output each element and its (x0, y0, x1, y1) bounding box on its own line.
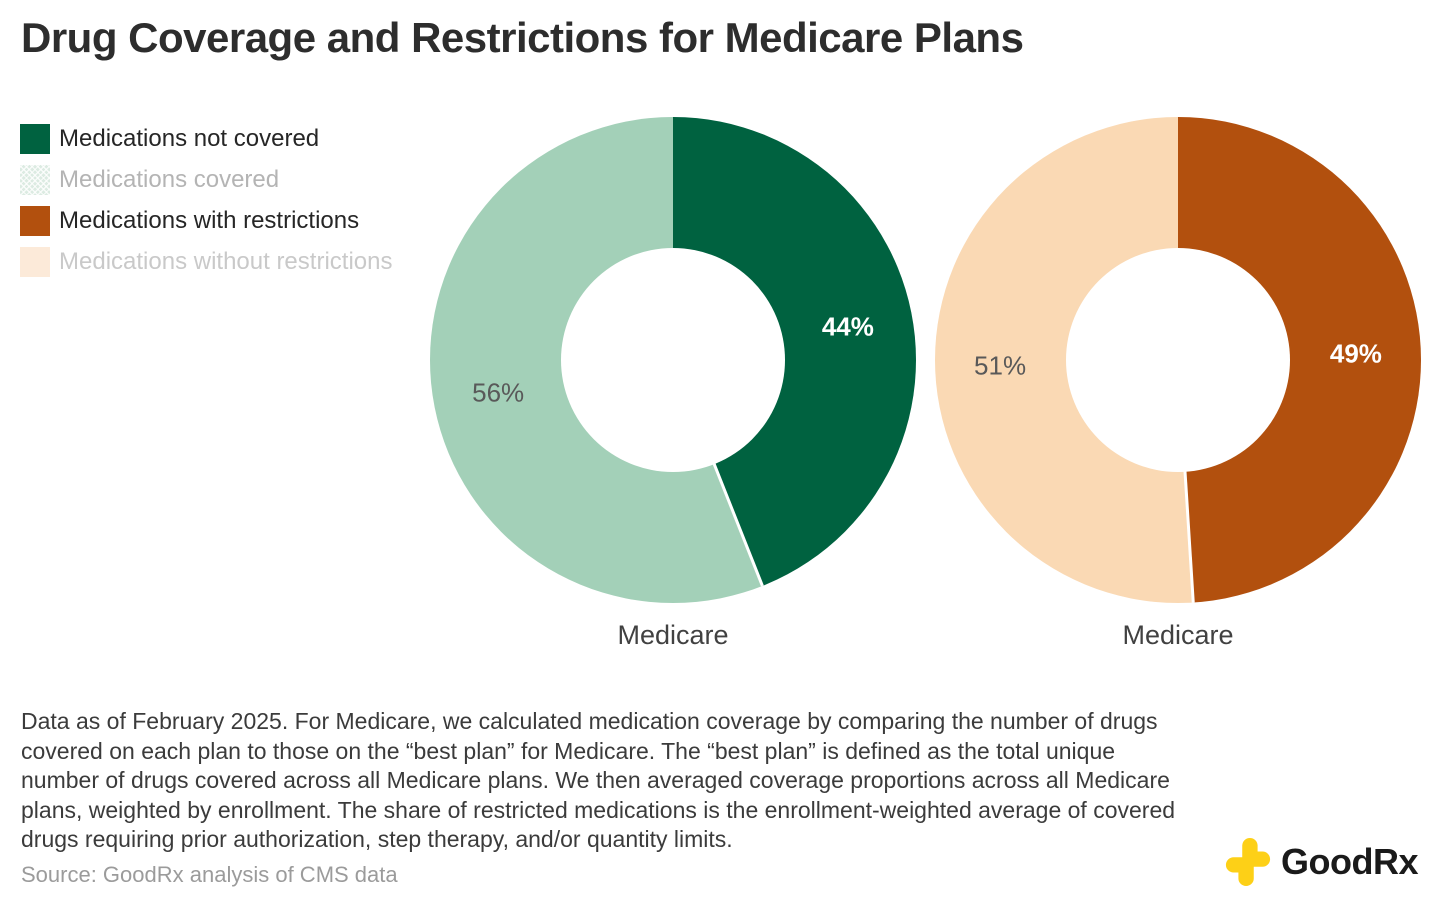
legend-swatch-covered (20, 165, 50, 195)
legend-label: Medications with restrictions (59, 207, 360, 234)
legend-item-not-covered: Medications not covered (20, 124, 392, 154)
donut-chart-coverage: 44% 56% Medicare (430, 117, 916, 650)
legend-swatch-not-covered (20, 124, 50, 154)
legend-item-without-restrictions: Medications without restrictions (20, 247, 392, 277)
legend-item-with-restrictions: Medications with restrictions (20, 206, 392, 236)
slice-label-with-restrictions: 49% (1329, 338, 1382, 369)
legend-label: Medications without restrictions (59, 248, 393, 275)
source-line: Source: GoodRx analysis of CMS data (21, 862, 398, 887)
goodrx-logo: GoodRx (1224, 836, 1419, 888)
goodrx-plus-icon (1225, 838, 1271, 886)
chart-title: Drug Coverage and Restrictions for Medic… (21, 14, 1024, 61)
legend-item-covered: Medications covered (20, 165, 392, 195)
legend: Medications not covered Medications cove… (20, 124, 392, 277)
goodrx-wordmark: GoodRx (1281, 841, 1419, 882)
slice-label-covered: 56% (472, 377, 525, 408)
slice-label-not-covered: 44% (821, 311, 874, 342)
donut-hole (1066, 248, 1290, 472)
legend-label: Medications covered (59, 166, 280, 193)
donut-hole (561, 248, 785, 472)
donut-chart-restrictions: 49% 51% Medicare (935, 117, 1421, 650)
legend-swatch-without-restrictions (20, 247, 50, 277)
x-axis-label-medicare: Medicare (1122, 620, 1234, 650)
slice-label-without-restrictions: 51% (974, 350, 1027, 381)
footnote: Data as of February 2025. For Medicare, … (21, 708, 1176, 852)
x-axis-label-medicare: Medicare (617, 620, 729, 650)
legend-label: Medications not covered (59, 125, 320, 152)
legend-swatch-with-restrictions (20, 206, 50, 236)
